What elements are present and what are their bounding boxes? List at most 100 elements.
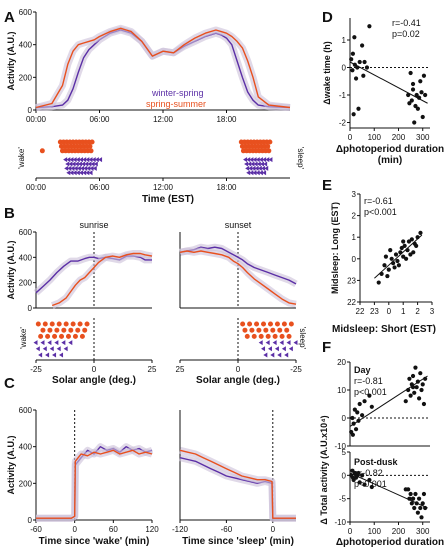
data-point [408, 491, 413, 497]
wake-sleep-dot [52, 352, 57, 358]
data-point [360, 413, 365, 418]
data-point [385, 273, 390, 279]
stat-label: p=0.02 [392, 29, 420, 39]
x-tick-label: -60 [221, 525, 233, 534]
data-point [406, 239, 412, 244]
data-point [362, 59, 367, 65]
error-band [36, 443, 153, 522]
x-axis-label-line2: (min) [378, 155, 402, 166]
raster-x-tick-label: 0 [92, 365, 97, 374]
wake-label: 'wake' [17, 147, 26, 169]
wake-sleep-dot [259, 161, 264, 167]
stat-label: r=-0.41 [392, 18, 421, 28]
legend-winter-spring: winter-spring [151, 88, 204, 98]
x-tick-label: 100 [368, 527, 382, 536]
spring-summer-series-line [51, 252, 153, 307]
y-tick-label: 0 [342, 64, 347, 73]
wake-sleep-dot [77, 161, 82, 167]
y-tick-label: 0 [28, 304, 33, 313]
x-axis-label: Solar angle (deg.) [196, 375, 280, 386]
wake-sleep-dot [38, 352, 43, 358]
wake-sleep-dot [70, 321, 76, 327]
wake-sleep-dot [243, 157, 248, 163]
wake-sleep-dot [75, 170, 80, 176]
wake-sleep-dot [272, 333, 278, 339]
raster-x-tick-label: 06:00 [89, 183, 110, 192]
wake-sleep-dot [288, 321, 294, 327]
data-point [408, 70, 413, 76]
wake-sleep-dot [251, 333, 257, 339]
data-point [392, 265, 397, 270]
sleep-label: 'sleep' [296, 147, 305, 170]
wake-sleep-dot [33, 340, 38, 346]
data-point [383, 254, 389, 259]
data-point [418, 371, 423, 376]
wake-sleep-dot [54, 340, 59, 346]
data-point [408, 393, 413, 398]
y-tick-label: 23 [347, 276, 356, 285]
wake-sleep-dot [286, 333, 292, 339]
wake-sleep-dot [40, 340, 45, 346]
y-tick-label: 22 [347, 298, 356, 307]
x-axis-label: Midsleep: Short (EST) [332, 324, 436, 335]
wake-sleep-dot [45, 333, 51, 339]
wake-sleep-dot [35, 321, 41, 327]
winter-spring-series-line [179, 246, 297, 285]
x-tick-label: 12:00 [153, 115, 174, 124]
x-axis-label-line1: Δphotoperiod duration [336, 537, 444, 548]
regression-line [349, 61, 428, 104]
wake-sleep-dot [42, 321, 48, 327]
wake-sleep-dot [263, 327, 269, 333]
error-band [36, 446, 153, 522]
regression-line [349, 472, 428, 509]
y-tick-label: 400 [19, 253, 33, 262]
y-tick-label: -10 [334, 518, 346, 527]
data-point [403, 487, 408, 492]
x-tick-label: 0 [72, 525, 77, 534]
data-point [393, 252, 399, 257]
data-point [418, 230, 423, 235]
wake-sleep-dot [242, 327, 248, 333]
y-tick-label: 400 [19, 443, 33, 452]
panel-d-chart: -2 -1 0 1 0 100 200 300 r=-0.41p=0.02 Δwake time … [322, 18, 444, 166]
data-point [421, 73, 427, 78]
data-point [420, 114, 425, 120]
data-point [414, 92, 419, 98]
wake-sleep-dot [74, 161, 79, 167]
raster-x-tick-label: 12:00 [153, 183, 174, 192]
y-tick-label: 0 [342, 414, 347, 423]
raster-label: 'sleep' [298, 327, 307, 350]
raster-x-tick-label: 18:00 [216, 183, 237, 192]
wake-sleep-dot [40, 327, 46, 333]
x-tick-label: 22 [356, 307, 365, 316]
raster-x-tick-label: 25 [176, 365, 185, 374]
wake-sleep-dot [80, 165, 85, 171]
raster-x-tick-label: -25 [290, 365, 302, 374]
wake-sleep-dot [47, 327, 53, 333]
panel-letter-f: F [322, 339, 331, 356]
x-tick-label: 120 [145, 525, 159, 534]
wake-sleep-dot [69, 157, 74, 163]
raster-x-tick-label: -25 [30, 365, 42, 374]
y-tick-label: 0 [342, 471, 347, 480]
wake-sleep-dot [281, 321, 287, 327]
data-point [350, 51, 356, 56]
wake-sleep-dot [267, 139, 273, 145]
wake-sleep-dot [268, 157, 273, 163]
wake-sleep-dot [258, 157, 263, 163]
wake-sleep-dot [88, 148, 94, 154]
y-tick-label: -10 [334, 442, 346, 451]
x-tick-label: 0 [387, 307, 392, 316]
data-point [352, 35, 357, 40]
data-point [356, 470, 361, 476]
wake-sleep-dot [265, 333, 271, 339]
y-tick-label: 200 [19, 73, 33, 82]
wake-sleep-dot [59, 352, 64, 358]
y-tick-label: 1 [342, 36, 347, 45]
data-point [407, 376, 412, 381]
wake-sleep-dot [59, 333, 65, 339]
data-point [413, 103, 418, 109]
x-axis-label: Time since 'wake' (min) [39, 536, 150, 547]
wake-sleep-dot [267, 321, 273, 327]
panel-letter-c: C [4, 375, 15, 392]
